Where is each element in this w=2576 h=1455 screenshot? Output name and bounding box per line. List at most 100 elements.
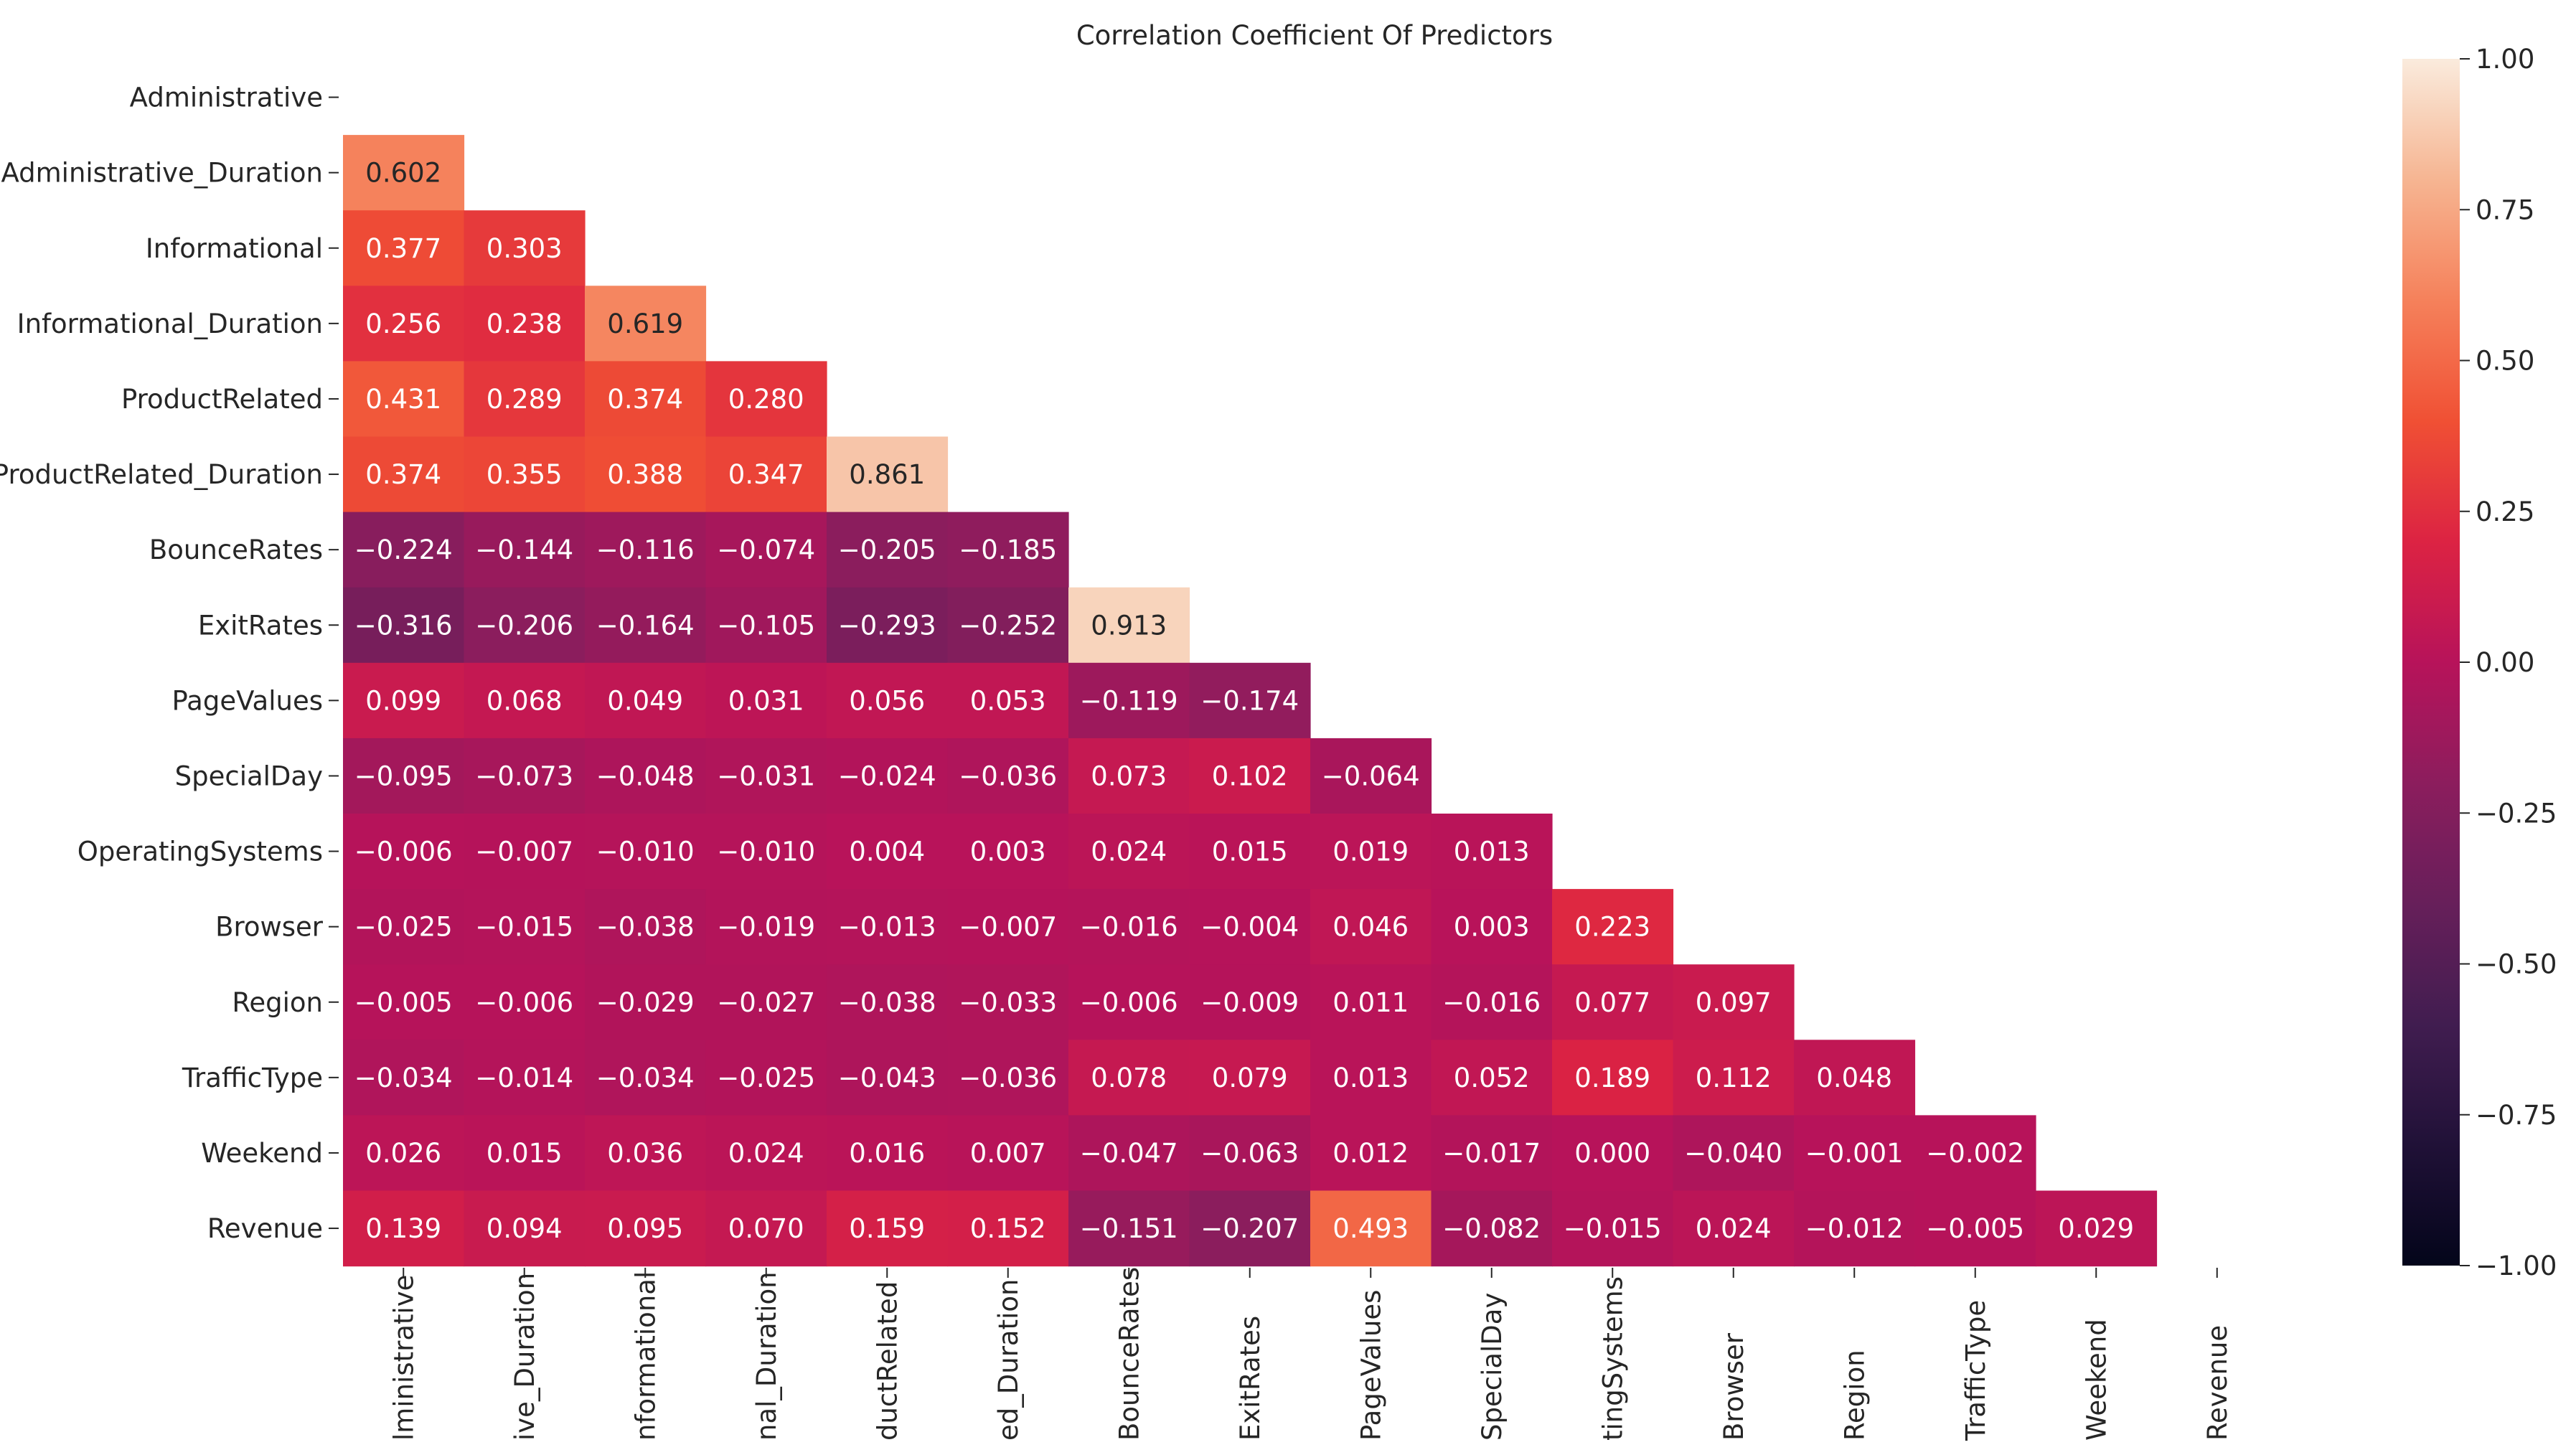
- heatmap-cell: [1068, 964, 1190, 1040]
- row-label: Administrative: [130, 83, 323, 113]
- heatmap-cell: [1310, 1190, 1432, 1267]
- cell-value-label: −0.007: [475, 837, 573, 867]
- heatmap-cell: [1431, 1115, 1553, 1192]
- heatmap-cell: [705, 889, 827, 965]
- row-label: SpecialDay: [175, 761, 323, 791]
- heatmap-cell: [1310, 738, 1432, 814]
- cell-value-label: −0.027: [717, 987, 815, 1018]
- cell-value-label: −0.043: [838, 1063, 936, 1093]
- colorbar-tick-label: 0.50: [2476, 346, 2534, 377]
- heatmap-cell: [1552, 964, 1674, 1040]
- heatmap-cell: [827, 1190, 949, 1267]
- cell-value-label: 0.112: [1696, 1063, 1772, 1093]
- row-label: Region: [232, 987, 323, 1018]
- column-label: ive_Duration: [509, 1273, 540, 1441]
- heatmap-cell: [585, 814, 707, 890]
- heatmap-cell: [464, 738, 586, 814]
- cell-value-label: −0.073: [475, 761, 573, 791]
- heatmap-cell: [1068, 1190, 1190, 1267]
- cell-value-label: −0.174: [1200, 685, 1299, 716]
- heatmap-cell: [464, 436, 586, 513]
- heatmap-cell: [585, 286, 707, 362]
- cell-value-label: 0.026: [365, 1138, 441, 1169]
- cell-value-label: −0.224: [354, 535, 453, 565]
- cell-value-label: −0.034: [354, 1063, 453, 1093]
- heatmap-cell: [585, 662, 707, 739]
- cell-value-label: −0.105: [717, 610, 815, 641]
- cell-value-label: −0.010: [717, 837, 815, 867]
- cell-value-label: −0.031: [717, 761, 815, 791]
- heatmap-cell: [343, 1040, 465, 1116]
- column-label: tingSystems: [1597, 1276, 1628, 1441]
- heatmap-cell: [1068, 662, 1190, 739]
- heatmap-cell: [343, 814, 465, 890]
- cell-value-label: −0.025: [717, 1063, 815, 1093]
- heatmap-cell: [464, 662, 586, 739]
- cell-value-label: 0.619: [607, 309, 683, 339]
- heatmap-cell: [1310, 1115, 1432, 1192]
- cell-value-label: 0.012: [1332, 1138, 1409, 1169]
- heatmap-cell: [947, 662, 1069, 739]
- cell-value-label: 0.052: [1454, 1063, 1530, 1093]
- colorbar-tick-label: 1.00: [2476, 44, 2534, 75]
- heatmap-cell: [585, 1190, 707, 1267]
- cell-value-label: 0.031: [728, 685, 804, 716]
- cell-value-label: −0.025: [354, 912, 453, 943]
- cell-value-label: 0.913: [1091, 610, 1167, 641]
- heatmap-cell: [1552, 1190, 1674, 1267]
- heatmap-cell: [464, 587, 586, 664]
- cell-value-label: 0.068: [486, 685, 563, 716]
- cell-value-label: 0.079: [1212, 1063, 1288, 1093]
- heatmap-cell: [705, 587, 827, 664]
- cell-value-label: −0.064: [1322, 761, 1420, 791]
- heatmap-cell: [947, 814, 1069, 890]
- heatmap-cell: [343, 436, 465, 513]
- heatmap-cell: [827, 814, 949, 890]
- cell-value-label: −0.095: [354, 761, 453, 791]
- cell-value-label: 0.099: [365, 685, 441, 716]
- heatmap-cell: [2036, 1190, 2158, 1267]
- cell-value-label: −0.006: [354, 837, 453, 867]
- heatmap-cell: [705, 662, 827, 739]
- cell-value-label: 0.280: [728, 384, 804, 415]
- heatmap-cell: [343, 210, 465, 286]
- cell-value-label: −0.038: [838, 987, 936, 1018]
- cell-value-label: 0.077: [1574, 987, 1650, 1018]
- cell-value-label: 0.431: [365, 384, 441, 415]
- column-label: BounceRates: [1114, 1267, 1144, 1441]
- colorbar-tick-label: −1.00: [2476, 1251, 2557, 1281]
- cell-value-label: −0.006: [1080, 987, 1178, 1018]
- heatmap-cell: [827, 738, 949, 814]
- row-label: Weekend: [201, 1138, 323, 1169]
- cell-value-label: 0.056: [849, 685, 925, 716]
- cell-value-label: 0.036: [607, 1138, 683, 1169]
- column-label: ductRelated: [872, 1281, 903, 1441]
- heatmap-cell: [464, 889, 586, 965]
- colorbar-tick-label: 0.00: [2476, 647, 2534, 678]
- cell-value-label: 0.374: [607, 384, 683, 415]
- heatmap-cell: [827, 1040, 949, 1116]
- cell-value-label: 0.003: [970, 837, 1046, 867]
- heatmap-cell: [705, 436, 827, 513]
- heatmap-cell: [1431, 814, 1553, 890]
- heatmap-cell: [947, 738, 1069, 814]
- heatmap-cell: [947, 1115, 1069, 1192]
- row-label: ProductRelated_Duration: [0, 459, 323, 490]
- row-label: OperatingSystems: [77, 837, 323, 867]
- cell-value-label: −0.144: [475, 535, 573, 565]
- heatmap-cell: [827, 512, 949, 588]
- column-label: nal_Duration: [751, 1271, 782, 1441]
- heatmap-cell: [1068, 889, 1190, 965]
- cell-value-label: −0.016: [1442, 987, 1541, 1018]
- heatmap-cell: [464, 361, 586, 438]
- heatmap-cell: [705, 1040, 827, 1116]
- cell-value-label: 0.861: [849, 459, 925, 490]
- heatmap-cell: [947, 587, 1069, 664]
- row-label: Informational: [146, 233, 323, 264]
- heatmap-cell: [705, 361, 827, 438]
- cell-value-label: 0.097: [1696, 987, 1772, 1018]
- cell-value-label: 0.013: [1454, 837, 1530, 867]
- heatmap-cell: [343, 662, 465, 739]
- heatmap-cell: [464, 1190, 586, 1267]
- cell-value-label: −0.036: [959, 761, 1057, 791]
